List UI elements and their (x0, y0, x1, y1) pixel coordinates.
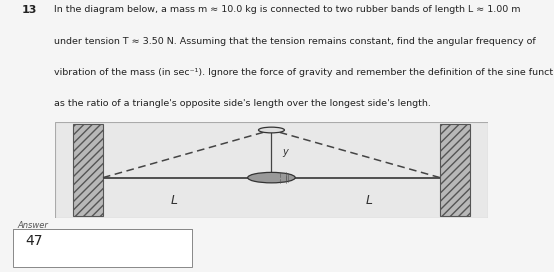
Bar (13, 229, 192, 267)
Text: In the diagram below, a mass m ≈ 10.0 kg is connected to two rubber bands of len: In the diagram below, a mass m ≈ 10.0 kg… (54, 5, 521, 14)
Text: L: L (171, 194, 178, 207)
Text: 13: 13 (22, 5, 38, 16)
Text: 47: 47 (25, 234, 43, 248)
Bar (440, 124, 470, 216)
Bar (73, 124, 103, 216)
Text: as the ratio of a triangle's opposite side's length over the longest side's leng: as the ratio of a triangle's opposite si… (54, 99, 431, 108)
Text: y: y (283, 147, 288, 157)
Circle shape (259, 127, 284, 133)
Circle shape (248, 172, 295, 183)
Text: vibration of the mass (in sec⁻¹). Ignore the force of gravity and remember the d: vibration of the mass (in sec⁻¹). Ignore… (54, 68, 554, 77)
Text: under tension T ≈ 3.50 N. Assuming that the tension remains constant, find the a: under tension T ≈ 3.50 N. Assuming that … (54, 36, 536, 45)
Text: L: L (365, 194, 372, 207)
Text: Answer: Answer (17, 221, 48, 230)
